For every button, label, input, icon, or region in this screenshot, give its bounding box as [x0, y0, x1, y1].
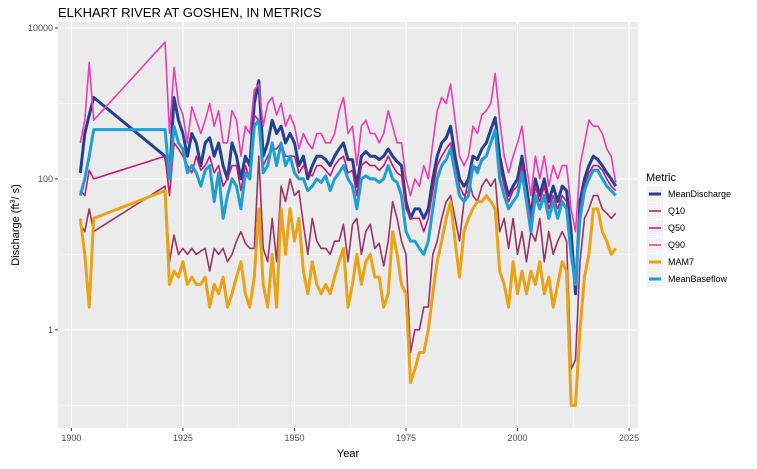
y-tick-label: 100 [38, 174, 53, 184]
chart-title: ELKHART RIVER AT GOSHEN, IN METRICS [58, 5, 322, 20]
series-layer [78, 41, 617, 407]
x-axis-title: Year [337, 448, 360, 460]
y-axis: 1 100 10000 [28, 23, 58, 335]
x-tick-label: 1950 [284, 433, 304, 443]
y-axis-title-prefix: Discharge (ft [10, 203, 22, 265]
legend-label-mam7: MAM7 [668, 257, 694, 267]
legend-label-q50: Q50 [668, 223, 685, 233]
y-tick-label: 1 [48, 325, 53, 335]
x-axis: 1900 1925 1950 1975 2000 2025 [61, 428, 639, 443]
legend-label-meandischarge: MeanDischarge [668, 189, 731, 199]
y-axis-title-superscript: 3 [10, 199, 17, 203]
series-line-mam7 [78, 189, 617, 407]
x-tick-label: 1925 [173, 433, 193, 443]
y-axis-title-suffix: / s) [10, 184, 22, 199]
x-tick-label: 2000 [508, 433, 528, 443]
x-tick-label: 1900 [61, 433, 81, 443]
legend: Metric MeanDischarge Q10 Q50 Q90 MAM7 MeanBas… [646, 172, 731, 287]
grid-minor [58, 22, 638, 428]
series-line-q90 [79, 41, 617, 233]
series-line-meanbaseflow [78, 118, 617, 286]
series-line-q10 [79, 155, 617, 371]
legend-title: Metric [646, 172, 676, 184]
grid-major [58, 22, 638, 428]
legend-label-q10: Q10 [668, 206, 685, 216]
legend-label-q90: Q90 [668, 240, 685, 250]
y-axis-title: Discharge (ft3/ s) [10, 184, 22, 266]
series-line-q50 [79, 114, 617, 278]
legend-label-meanbaseflow: MeanBaseflow [668, 274, 728, 284]
x-tick-label: 2025 [619, 433, 639, 443]
x-tick-label: 1975 [396, 433, 416, 443]
series-line-meandischarge [78, 79, 617, 296]
y-tick-label: 10000 [28, 23, 53, 33]
legend-items: MeanDischarge Q10 Q50 Q90 MAM7 MeanBaseflow [647, 186, 731, 287]
plot-panel [58, 22, 638, 428]
